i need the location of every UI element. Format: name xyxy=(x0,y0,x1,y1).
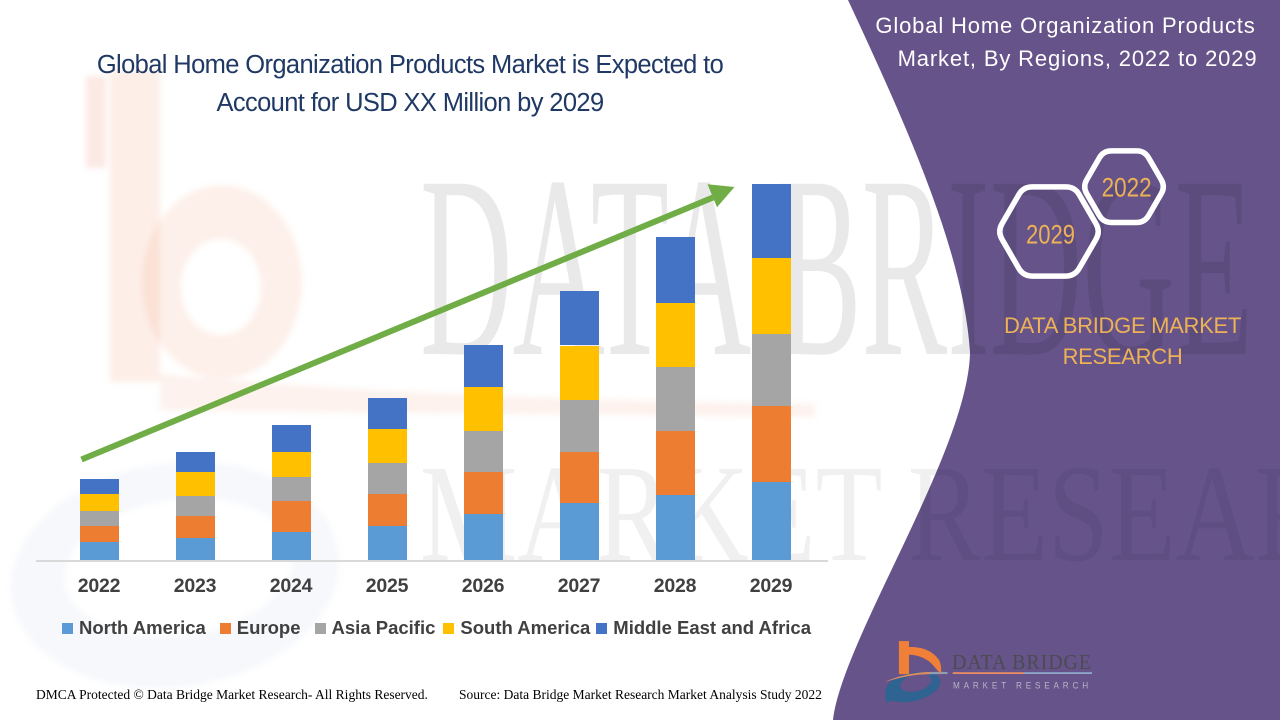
svg-text:DATA BRIDGE: DATA BRIDGE xyxy=(420,123,1253,411)
svg-text:2029: 2029 xyxy=(1026,219,1075,249)
svg-text:MARKET RESEARCH: MARKET RESEARCH xyxy=(953,681,1092,691)
svg-text:2022: 2022 xyxy=(1102,173,1152,203)
svg-text:DATA BRIDGE: DATA BRIDGE xyxy=(952,650,1092,674)
